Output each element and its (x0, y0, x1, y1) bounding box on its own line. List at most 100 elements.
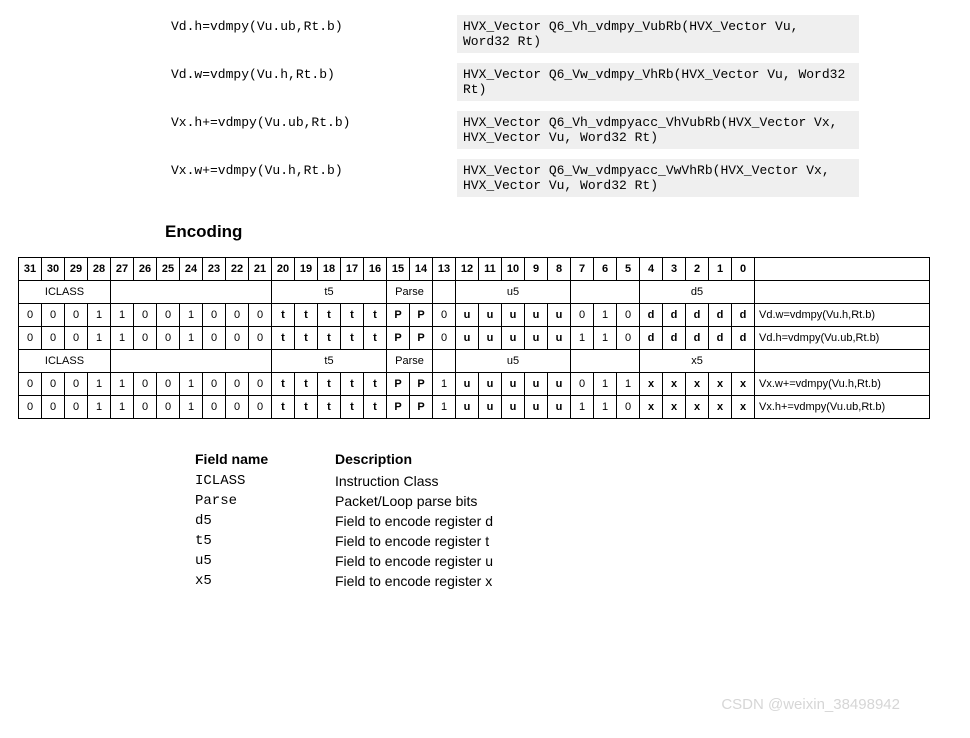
bit-cell: P (410, 304, 433, 327)
bit-header (755, 258, 930, 281)
bit-header: 10 (502, 258, 525, 281)
bit-cell: 0 (42, 373, 65, 396)
bit-group: x5 (640, 350, 755, 373)
bit-header: 17 (341, 258, 364, 281)
bit-group: Parse (387, 281, 433, 304)
bit-group (433, 281, 456, 304)
field-desc: Instruction Class (335, 471, 513, 491)
bit-cell: 0 (134, 327, 157, 350)
bit-header: 30 (42, 258, 65, 281)
field-name: Parse (195, 491, 335, 511)
bit-group (755, 350, 930, 373)
bit-group: ICLASS (19, 350, 111, 373)
watermark-text: CSDN @weixin_38498942 (721, 696, 900, 713)
encoding-desc: Vx.w+=vdmpy(Vu.h,Rt.b) (755, 373, 930, 396)
bit-cell: 1 (571, 327, 594, 350)
bit-cell: 1 (594, 373, 617, 396)
bit-header: 16 (364, 258, 387, 281)
field-name: u5 (195, 551, 335, 571)
bit-cell: u (502, 304, 525, 327)
bit-cell: 0 (134, 396, 157, 419)
bit-header: 15 (387, 258, 410, 281)
bit-cell: t (272, 396, 295, 419)
bit-cell: t (341, 373, 364, 396)
bit-cell: P (410, 396, 433, 419)
bit-cell: d (663, 327, 686, 350)
bit-cell: 1 (88, 373, 111, 396)
bit-header: 12 (456, 258, 479, 281)
bit-cell: 1 (433, 396, 456, 419)
bit-header: 1 (709, 258, 732, 281)
bit-cell: 0 (226, 373, 249, 396)
bit-cell: 0 (65, 373, 88, 396)
bit-cell: 0 (203, 396, 226, 419)
field-name: d5 (195, 511, 335, 531)
bit-cell: t (364, 373, 387, 396)
bit-cell: 1 (180, 396, 203, 419)
encoding-table: 3130292827262524232221201918171615141312… (18, 257, 930, 419)
bit-cell: 0 (226, 327, 249, 350)
bit-cell: 0 (249, 373, 272, 396)
bit-cell: t (295, 396, 318, 419)
encoding-desc: Vd.w=vdmpy(Vu.h,Rt.b) (755, 304, 930, 327)
bit-header: 7 (571, 258, 594, 281)
encoding-desc: Vd.h=vdmpy(Vu.ub,Rt.b) (755, 327, 930, 350)
bit-cell: d (686, 327, 709, 350)
bit-cell: t (364, 327, 387, 350)
bit-header: 23 (203, 258, 226, 281)
bit-cell: u (456, 396, 479, 419)
bit-cell: 0 (42, 327, 65, 350)
bit-cell: 0 (157, 327, 180, 350)
bit-cell: u (479, 327, 502, 350)
bit-cell: u (502, 373, 525, 396)
field-name-header: Field name (195, 449, 335, 471)
bit-cell: 1 (594, 396, 617, 419)
field-desc: Field to encode register x (335, 571, 513, 591)
bit-cell: d (640, 304, 663, 327)
bit-group: u5 (456, 281, 571, 304)
bit-cell: x (686, 396, 709, 419)
bit-header: 9 (525, 258, 548, 281)
bit-cell: 1 (88, 396, 111, 419)
bit-cell: u (548, 304, 571, 327)
bit-cell: 0 (203, 304, 226, 327)
bit-cell: 1 (433, 373, 456, 396)
field-name-table: Field name Description ICLASSInstruction… (195, 449, 513, 591)
bit-cell: 1 (594, 327, 617, 350)
bit-cell: 0 (203, 373, 226, 396)
bit-cell: 0 (134, 373, 157, 396)
bit-cell: t (295, 373, 318, 396)
bit-cell: d (732, 304, 755, 327)
bit-cell: 0 (203, 327, 226, 350)
bit-cell: 0 (433, 304, 456, 327)
bit-cell: 0 (134, 304, 157, 327)
bit-group (571, 281, 640, 304)
bit-group: u5 (456, 350, 571, 373)
bit-cell: t (318, 327, 341, 350)
bit-cell: u (502, 396, 525, 419)
bit-header: 29 (65, 258, 88, 281)
bit-cell: x (686, 373, 709, 396)
bit-cell: 0 (617, 304, 640, 327)
bit-cell: 0 (65, 304, 88, 327)
bit-cell: 0 (65, 396, 88, 419)
bit-cell: 1 (571, 396, 594, 419)
intrinsic-syntax: Vd.h=vdmpy(Vu.ub,Rt.b) (165, 15, 457, 53)
bit-header: 21 (249, 258, 272, 281)
bit-cell: 1 (111, 327, 134, 350)
intrinsic-cfunc: HVX_Vector Q6_Vw_vdmpyacc_VwVhRb(HVX_Vec… (457, 159, 859, 197)
bit-cell: x (640, 373, 663, 396)
bit-cell: 0 (226, 304, 249, 327)
bit-cell: 0 (617, 327, 640, 350)
bit-cell: u (525, 396, 548, 419)
bit-header: 31 (19, 258, 42, 281)
bit-header: 5 (617, 258, 640, 281)
bit-cell: u (479, 396, 502, 419)
bit-group: t5 (272, 350, 387, 373)
intrinsic-syntax: Vd.w=vdmpy(Vu.h,Rt.b) (165, 63, 457, 101)
bit-cell: 0 (249, 304, 272, 327)
bit-cell: u (502, 327, 525, 350)
intrinsic-cfunc: HVX_Vector Q6_Vh_vdmpy_VubRb(HVX_Vector … (457, 15, 859, 53)
bit-cell: u (548, 396, 571, 419)
bit-header: 11 (479, 258, 502, 281)
